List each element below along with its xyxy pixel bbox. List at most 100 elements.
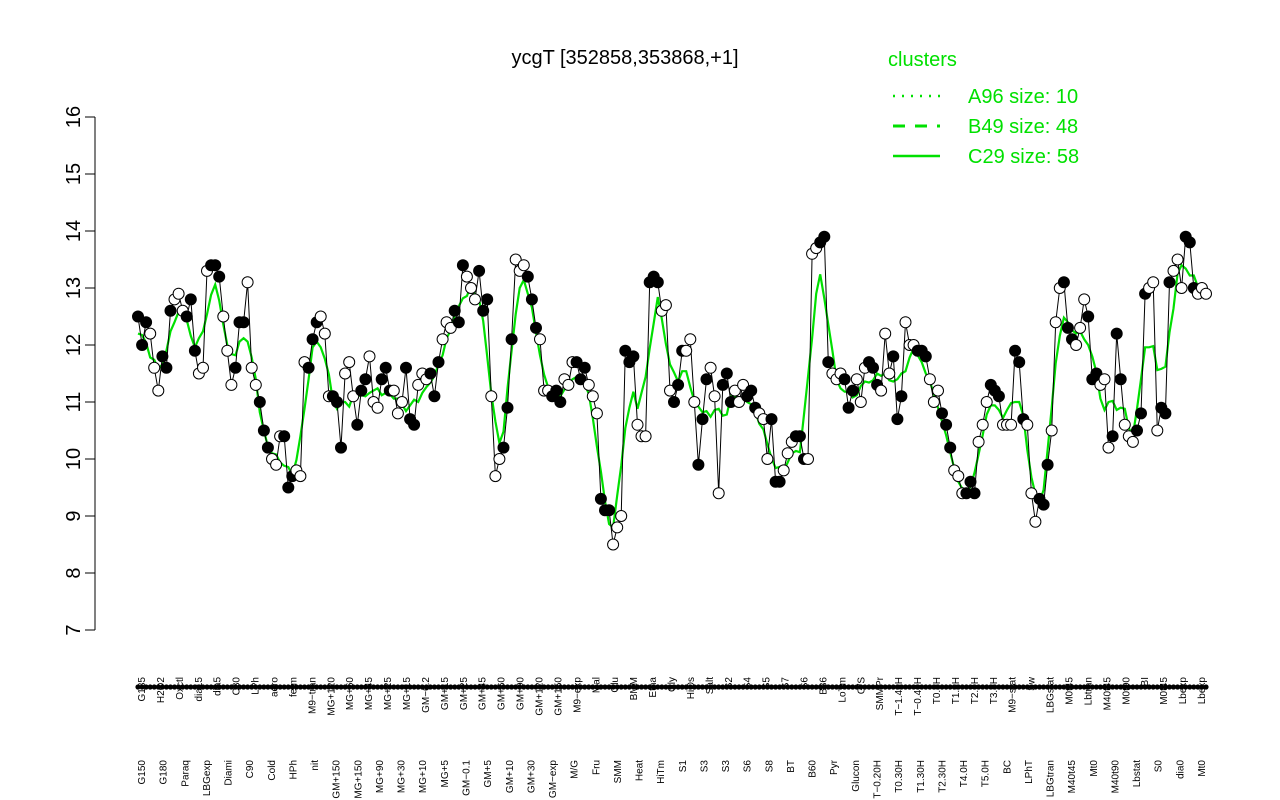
x-tick-mark [269,684,275,690]
data-point [716,378,729,391]
x-tick-mark [655,684,661,690]
y-tick-label: 8 [63,567,85,578]
x-tick-mark [764,684,771,690]
x-tick-mark [236,684,243,690]
x-tick-mark [781,684,787,690]
x-tick-mark [464,684,470,690]
data-point [603,504,616,517]
x-tick-mark [521,684,527,690]
x-tick-label: GM−0.1 [461,760,472,796]
x-tick-label: Sw [1027,676,1038,691]
data-point [359,373,372,386]
x-axis-ticks [135,684,1209,690]
legend-label-c29: C29 size: 58 [968,146,1079,168]
data-point [992,390,1005,403]
x-tick-mark [342,684,348,690]
data-point [838,373,851,386]
x-tick-mark [468,684,474,690]
data-point [850,373,863,386]
x-tick-mark [1053,684,1059,690]
x-tick-label: Etha [648,677,659,698]
x-tick-mark [659,684,665,690]
x-tick-mark [850,684,856,690]
data-point [932,384,944,397]
data-point [473,264,486,277]
x-tick-mark [1130,684,1136,690]
data-point [387,384,400,397]
x-tick-mark [391,684,397,690]
data-point [899,316,912,329]
x-tick-label: BI [1140,677,1151,686]
data-point [229,361,242,374]
data-point [659,299,672,312]
x-axis-labels: G135 H2O2 Oxctl dia15 dia5 C30 LPh aero ferm M9−t… [137,676,1208,798]
data-point [1074,321,1087,334]
x-tick-mark [314,684,320,690]
data-point [611,521,624,534]
data-point [1131,424,1143,437]
x-tick-mark [358,684,364,690]
x-tick-mark [598,684,604,690]
x-tick-mark [1028,684,1034,690]
x-tick-mark [139,684,145,690]
x-tick-label: M40t45 [1102,677,1113,711]
x-tick-mark [1097,684,1104,690]
x-tick-mark [862,684,868,690]
data-point [964,475,977,488]
x-tick-mark [1183,684,1189,690]
x-tick-label: S4 [743,677,754,690]
data-point [253,396,266,408]
data-point [607,538,620,551]
x-tick-label: T2.0H [970,677,981,704]
x-tick-mark [785,684,791,690]
data-point [1078,293,1091,306]
data-point [562,378,575,391]
x-tick-label: Pyr [829,759,840,775]
x-tick-mark [1150,684,1156,690]
data-point [371,401,384,414]
x-tick-label: M40t90 [1110,760,1121,794]
data-point [846,384,859,397]
x-tick-mark [846,684,852,690]
data-point [306,333,319,346]
x-tick-mark [980,684,986,690]
x-tick-mark [927,684,933,690]
data-point [972,435,985,448]
data-point [631,418,644,431]
data-point [351,418,364,431]
x-tick-mark [176,684,182,690]
x-tick-mark [728,684,734,690]
data-point [1147,276,1160,289]
y-tick-label: 16 [63,106,85,128]
x-tick-mark [748,684,754,690]
data-point [432,356,445,369]
x-tick-mark [460,684,466,690]
x-tick-mark [472,684,478,690]
x-tick-mark [155,684,161,690]
x-tick-mark [1162,684,1168,690]
x-tick-label: S6 [743,760,754,773]
y-tick-label: 15 [63,163,85,185]
x-tick-label: C90 [245,760,256,779]
x-tick-mark [1008,684,1014,690]
x-tick-mark [513,684,519,690]
x-tick-mark [874,684,880,690]
legend-label-b49: B49 size: 48 [968,116,1078,138]
x-tick-mark [955,684,961,690]
data-point [875,384,888,397]
plot-area [132,230,1212,551]
data-point [554,396,567,408]
data-point [237,316,250,329]
data-point [460,270,473,283]
x-tick-mark [289,684,295,690]
x-tick-label: GM+60 [497,677,508,711]
data-point [1167,264,1180,277]
x-tick-label: Mt0 [1089,760,1100,777]
x-tick-mark [167,684,174,690]
x-tick-mark [492,684,498,690]
data-point [976,418,989,431]
x-tick-mark [480,684,486,690]
data-point [619,344,632,357]
x-tick-mark [902,684,909,690]
x-tick-mark [594,684,600,690]
